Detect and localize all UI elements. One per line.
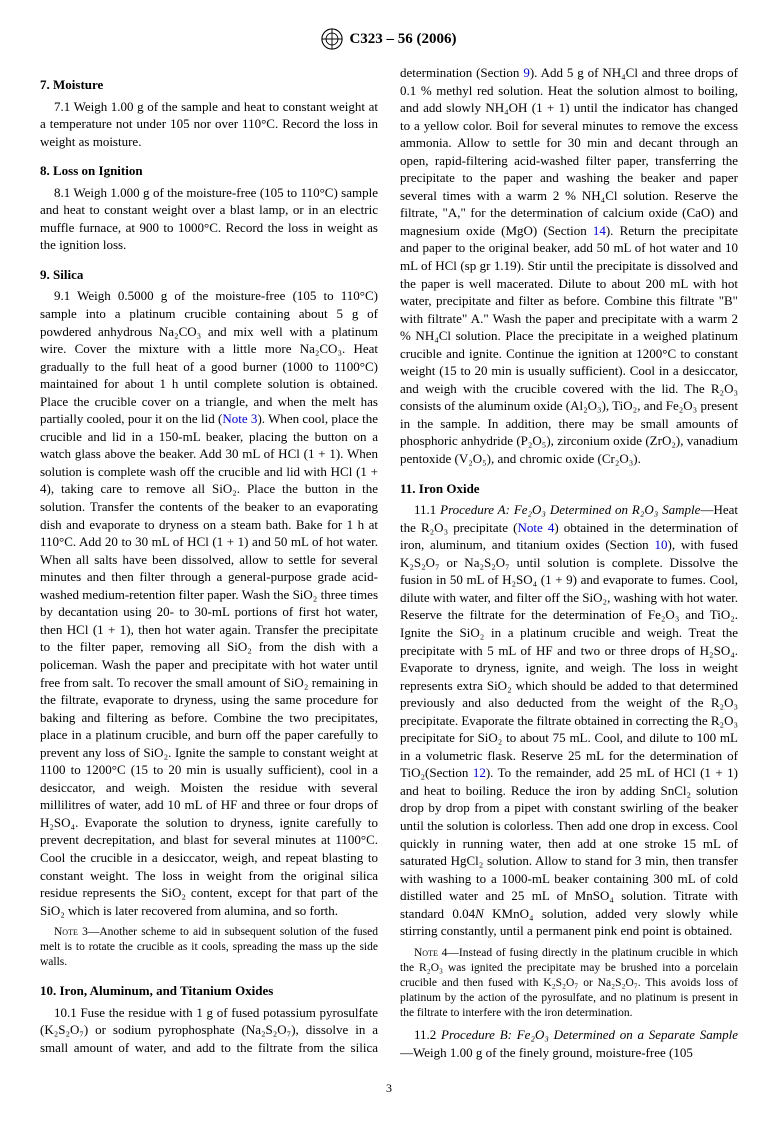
para-11-1-text-c: ), with fused K₂S₂O₇ or Na₂S₂O₇ until so…	[400, 537, 738, 780]
page: C323 – 56 (2006) 7. Moisture 7.1 Weigh 1…	[0, 0, 778, 1126]
section-8-heading: 8. Loss on Ignition	[40, 162, 378, 180]
para-11-2-text-a: —Weigh 1.00 g of the finely ground, mois…	[400, 1045, 693, 1060]
section-14-ref[interactable]: 14	[593, 223, 606, 238]
para-11-2-procedure-title: Procedure B: Fe₂O₃ Determined on a Separ…	[441, 1027, 738, 1042]
section-10-ref[interactable]: 10	[654, 537, 667, 552]
para-11-1-text-d: ). To the remainder, add 25 mL of HCl (1…	[400, 765, 738, 920]
note-3: Note 3—Another scheme to aid in subseque…	[40, 925, 378, 970]
page-header: C323 – 56 (2006)	[40, 28, 738, 50]
two-column-body: 7. Moisture 7.1 Weigh 1.00 g of the samp…	[40, 64, 738, 1062]
para-11-1: 11.1 Procedure A: Fe₂O₃ Determined on R₂…	[400, 501, 738, 940]
para-8-1: 8.1 Weigh 1.000 g of the moisture-free (…	[40, 184, 378, 254]
note-4-ref[interactable]: Note 4	[518, 520, 555, 535]
para-10-1-text-b: ). Add 5 g of NH₄Cl and three drops of 0…	[400, 65, 738, 238]
note-3-text: 3—Another scheme to aid in subsequent so…	[40, 926, 378, 968]
note-4: Note 4—Instead of fusing directly in the…	[400, 946, 738, 1021]
section-11-heading: 11. Iron Oxide	[400, 480, 738, 498]
para-9-1-text-a: 9.1 Weigh 0.5000 g of the moisture-free …	[40, 288, 378, 426]
note-3-ref[interactable]: Note 3	[222, 411, 257, 426]
section-7-heading: 7. Moisture	[40, 76, 378, 94]
para-9-1-text-b: ). When cool, place the crucible and lid…	[40, 411, 378, 917]
para-11-1-lead: 11.1	[414, 502, 440, 517]
para-11-1-procedure-title: Procedure A: Fe₂O₃ Determined on R₂O₃ Sa…	[440, 502, 700, 517]
note-4-lead: Note	[414, 947, 438, 959]
designation: C323 – 56 (2006)	[349, 29, 456, 49]
note-3-lead: Note	[54, 926, 78, 938]
page-number: 3	[40, 1080, 738, 1096]
para-9-1: 9.1 Weigh 0.5000 g of the moisture-free …	[40, 287, 378, 919]
para-11-1-italic-n: N	[475, 906, 484, 921]
section-12-ref[interactable]: 12	[473, 765, 486, 780]
section-9-heading: 9. Silica	[40, 266, 378, 284]
astm-logo-icon	[321, 28, 343, 50]
para-7-1: 7.1 Weigh 1.00 g of the sample and heat …	[40, 98, 378, 151]
para-11-2: 11.2 Procedure B: Fe₂O₃ Determined on a …	[400, 1026, 738, 1061]
para-10-1-text-c: ). Return the precipitate and paper to t…	[400, 223, 738, 466]
para-11-2-lead: 11.2	[414, 1027, 441, 1042]
section-10-heading: 10. Iron, Aluminum, and Titanium Oxides	[40, 982, 378, 1000]
note-4-text: 4—Instead of fusing directly in the plat…	[400, 947, 738, 1019]
